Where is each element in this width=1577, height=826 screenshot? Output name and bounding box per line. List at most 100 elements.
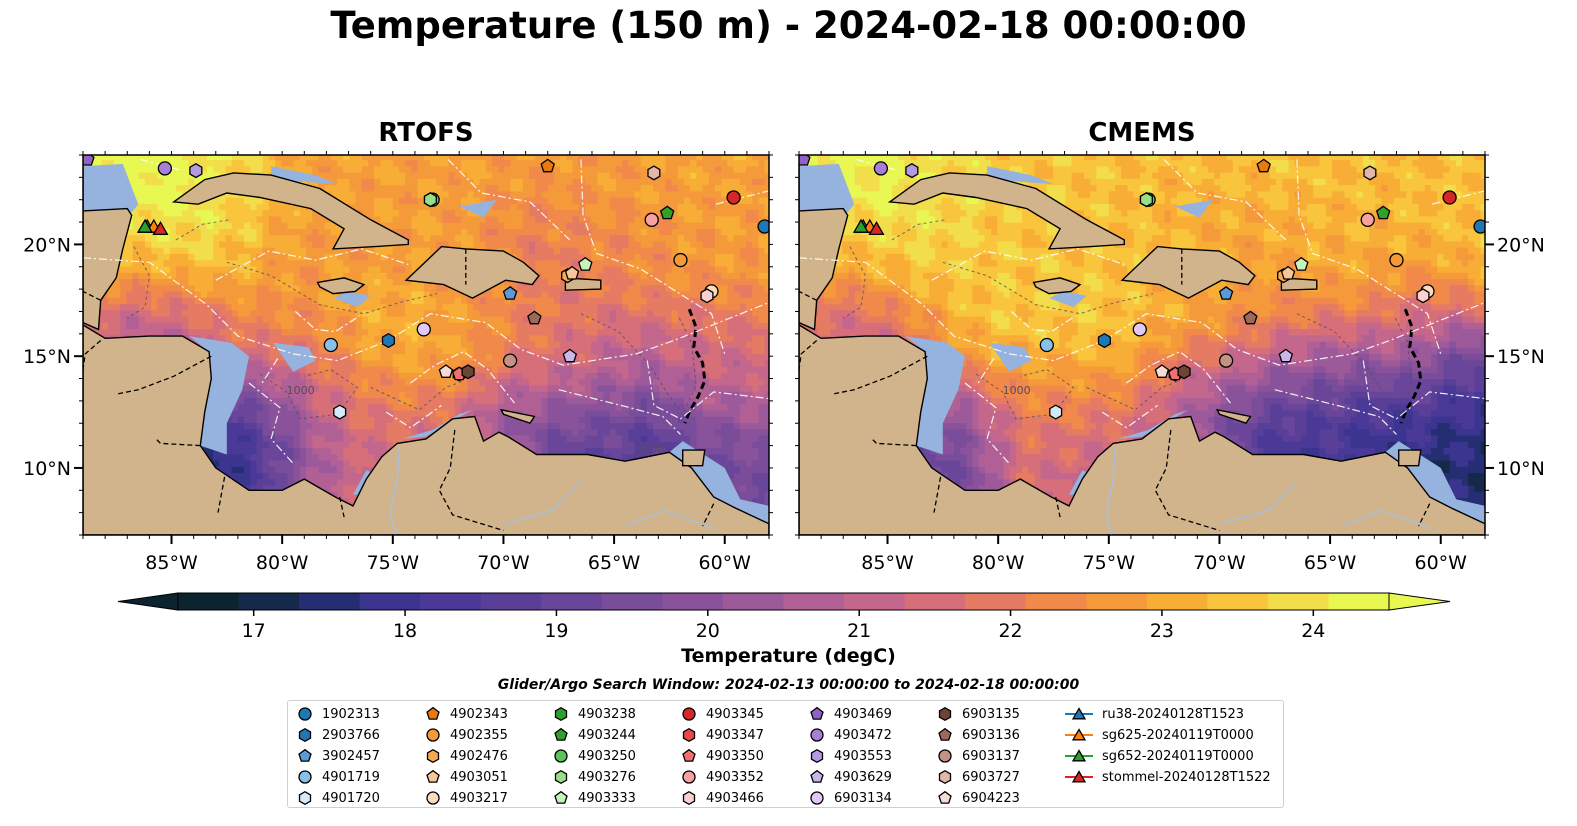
legend-marker-pentagon [426, 706, 440, 720]
eez-boundary [248, 382, 294, 464]
legend-marker-circle [682, 707, 696, 721]
colorbar-segment [722, 593, 784, 610]
marker-4903629 [1278, 348, 1294, 363]
shelf-area [189, 336, 249, 455]
legend-marker-circle [426, 791, 440, 805]
marker-4903244 [659, 205, 675, 220]
legend-symbol [426, 791, 440, 805]
colorbar-tick-label: 18 [393, 620, 417, 642]
legend-symbol [938, 706, 952, 722]
eez-boundary [447, 159, 571, 241]
shelf-area [401, 409, 473, 439]
marker-4902355 [1389, 252, 1404, 268]
x-tick-label: 65°W [1304, 552, 1357, 574]
legend-entry-label: 4902343 [450, 707, 508, 722]
legend-marker-triangle [1065, 728, 1093, 741]
x-tick-label: 75°W [1083, 552, 1136, 574]
colorbar-segment [904, 593, 966, 610]
legend-marker-circle [810, 728, 824, 742]
colorbar-segment [1328, 593, 1390, 610]
colorbar-segment [480, 593, 542, 610]
marker-4903352 [644, 212, 659, 227]
isobath-1000 [1296, 313, 1413, 416]
country-border [871, 438, 917, 447]
legend-entry-label: 3902457 [322, 749, 380, 764]
isobath-1000 [127, 246, 150, 319]
marker-6903136 [527, 310, 542, 325]
marker-4902343 [540, 158, 555, 173]
marker-sg652-20240119T0000 [136, 218, 154, 233]
legend-entry-label: 6903134 [834, 791, 892, 806]
legend-symbol [426, 748, 440, 764]
country-border [799, 290, 817, 301]
colorbar-segment [299, 593, 361, 610]
legend-symbol [298, 748, 312, 762]
country-border [799, 340, 818, 370]
marker-6903134 [416, 322, 431, 337]
legend-symbol [554, 727, 568, 741]
legend-marker-hexagon [682, 790, 696, 806]
colorbar-segment [601, 593, 663, 610]
legend-marker-circle [682, 770, 696, 784]
legend-symbol [554, 706, 568, 722]
legend-entry-label: 4903244 [578, 728, 636, 743]
eez-boundary [1163, 159, 1287, 241]
eez-boundary [294, 311, 360, 333]
legend: 1902313 2903766 3902457 4901719 4901720 49023… [287, 700, 1284, 808]
legend-entry-label: 4902476 [450, 749, 508, 764]
panel-title-rtofs: RTOFS [378, 118, 474, 148]
legend-marker-pentagon [810, 769, 824, 783]
y-tick-label: 10°N [23, 458, 71, 480]
legend-entry-label: 4903553 [834, 749, 892, 764]
marker-4903553 [905, 163, 919, 179]
land-hispaniola [1120, 245, 1256, 299]
float-markers[interactable] [797, 153, 1487, 420]
marker-6904223 [1154, 364, 1170, 378]
land-trinidad [1397, 449, 1422, 467]
eez-boundary [1126, 351, 1231, 404]
isobath-1000 [370, 380, 464, 411]
marker-4902355 [673, 252, 688, 268]
search-window-text: Glider/Argo Search Window: 2024-02-13 00… [497, 677, 1080, 693]
legend-entry-label: 4903333 [578, 791, 636, 806]
legend-marker-triangle [1065, 707, 1093, 720]
eez-boundary [799, 257, 1485, 366]
legend-symbol [810, 748, 824, 764]
marker-6903135 [461, 364, 475, 380]
country-border [933, 476, 942, 513]
colorbar-segment [541, 593, 603, 610]
colorbar-segment [1025, 593, 1087, 610]
float-markers[interactable] [81, 153, 771, 420]
shelf-area [1175, 199, 1213, 218]
x-tick-label: 70°W [1193, 552, 1246, 574]
legend-marker-circle [810, 791, 824, 805]
isobath-1000 [259, 369, 359, 420]
marker-6903134 [1132, 322, 1147, 337]
marker-4903466 [700, 288, 714, 304]
land-mosquito [799, 324, 1485, 535]
marker-4903333 [578, 256, 593, 271]
map-panel-cmems[interactable]: 1000 85°W 80°W 75°W 70°W 65°W 60°W 20°N 15°N 10°N [795, 151, 1545, 574]
y-tick-label: 20°N [1497, 234, 1545, 256]
legend-symbol [810, 728, 824, 742]
legend-symbol [1071, 707, 1087, 720]
legend-marker-circle [298, 770, 312, 784]
colorbar-tick-label: 20 [696, 620, 720, 642]
map-panel-rtofs[interactable]: 1000 1000 85°W 80°W 75°W 70°W 65°W 60°W 20°N 15°N… [23, 151, 773, 574]
legend-entry-label: 4903466 [706, 791, 764, 806]
legend-marker-pentagon [938, 727, 952, 741]
legend-marker-hexagon [554, 769, 568, 785]
marker-4903051 [564, 265, 580, 280]
isobath-label: 1000 [287, 384, 315, 397]
land-curacao [1215, 408, 1252, 425]
legend-marker-hexagon [426, 748, 440, 764]
shelf-area [83, 163, 139, 218]
marker-4903276 [423, 192, 437, 208]
legend-marker-hexagon [682, 727, 696, 743]
isobath-label: 1000 [636, 442, 664, 455]
colorbar-segment [1146, 593, 1208, 610]
x-tick-label: 65°W [588, 552, 641, 574]
eez-boundary [558, 389, 681, 435]
marker-6903727 [647, 165, 661, 181]
legend-symbol [938, 749, 952, 763]
